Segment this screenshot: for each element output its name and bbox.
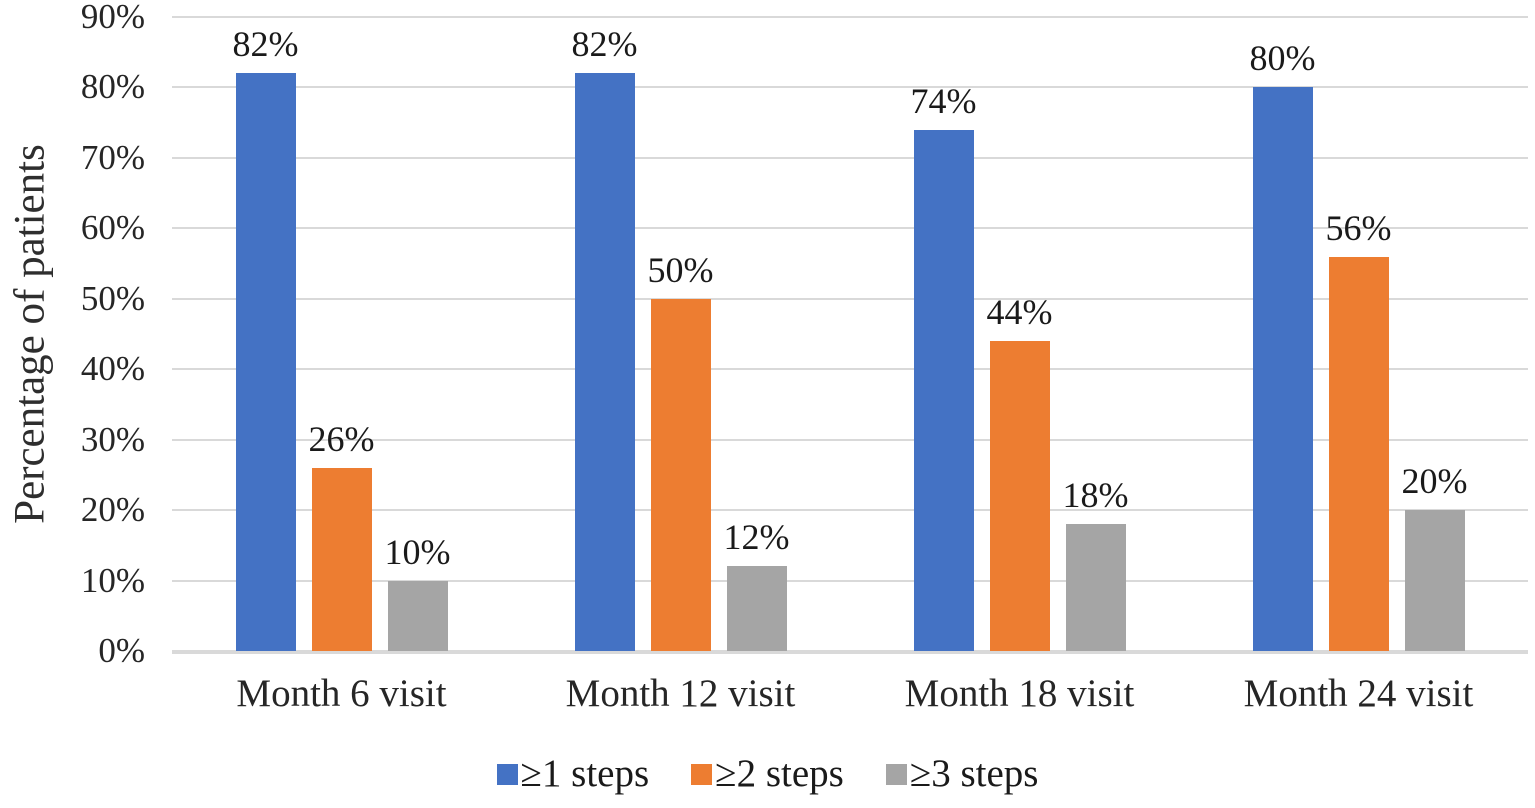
gridline: [172, 227, 1528, 230]
legend-item: ≥2 steps: [691, 750, 844, 798]
bar-2steps-month-18-visit: [989, 341, 1050, 651]
bar-value-label: 44%: [986, 292, 1053, 333]
x-axis-category-label: Month 12 visit: [565, 672, 796, 715]
gridline: [172, 297, 1528, 300]
bar-3steps-month-24-visit: [1404, 510, 1465, 651]
legend: ≥1 steps ≥2 steps ≥3 steps: [0, 748, 1535, 800]
bar-value-label: 50%: [647, 249, 714, 290]
bar-value-label: 18%: [1062, 475, 1129, 516]
y-axis-tick-label: 90%: [80, 0, 145, 36]
y-axis-tick-label: 70%: [80, 137, 145, 177]
bar-value-label: 26%: [308, 418, 375, 459]
y-axis-tick-label: 0%: [98, 631, 145, 670]
gridline: [172, 438, 1528, 441]
y-axis-tick-label: 30%: [80, 419, 145, 459]
gridline: [172, 156, 1528, 159]
bar-3steps-month-6-visit: [387, 580, 448, 651]
gridline: [172, 86, 1528, 89]
bar-value-label: 20%: [1401, 461, 1468, 502]
bar-value-label: 56%: [1325, 207, 1392, 248]
x-axis-category-label: Month 6 visit: [236, 672, 447, 715]
bar-3steps-month-12-visit: [726, 566, 787, 651]
legend-item: ≥3 steps: [885, 750, 1039, 798]
bar-value-label: 74%: [910, 80, 977, 121]
legend-swatch-icon: [496, 763, 518, 785]
x-axis-line: [172, 650, 1528, 654]
bar-1steps-month-18-visit: [913, 129, 974, 651]
x-axis-category-label: Month 24 visit: [1243, 672, 1474, 715]
gridline: [172, 368, 1528, 371]
y-axis-tick-label: 50%: [80, 278, 145, 318]
legend-swatch-icon: [691, 763, 713, 785]
y-axis-tick-label: 20%: [80, 490, 145, 530]
bar-value-label: 80%: [1249, 38, 1316, 79]
legend-item: ≥1 steps: [496, 750, 650, 798]
bar-value-label: 10%: [384, 531, 451, 572]
bar-1steps-month-24-visit: [1252, 87, 1313, 651]
gridline: [172, 579, 1528, 582]
bar-2steps-month-6-visit: [311, 467, 372, 651]
y-axis-tick-label: 60%: [80, 208, 145, 248]
y-axis-tick-label: 10%: [80, 560, 145, 600]
bar-1steps-month-12-visit: [574, 73, 635, 651]
legend-item-label: ≥3 steps: [909, 752, 1039, 795]
legend-swatch-icon: [885, 763, 907, 785]
legend-item-label: ≥2 steps: [715, 752, 844, 795]
y-axis-tick-label: 80%: [80, 67, 145, 107]
gridline: [172, 16, 1528, 18]
bar-2steps-month-24-visit: [1328, 256, 1389, 651]
bar-value-label: 82%: [571, 24, 638, 65]
bar-2steps-month-12-visit: [650, 298, 711, 651]
bar-value-label: 12%: [723, 517, 790, 558]
bar-1steps-month-6-visit: [235, 73, 296, 651]
bar-3steps-month-18-visit: [1065, 524, 1126, 651]
legend-item-label: ≥1 steps: [520, 752, 650, 795]
y-axis-tick-label: 40%: [80, 349, 145, 389]
gridline: [172, 509, 1528, 512]
x-axis-category-label: Month 18 visit: [904, 672, 1135, 715]
bar-value-label: 82%: [232, 24, 299, 65]
